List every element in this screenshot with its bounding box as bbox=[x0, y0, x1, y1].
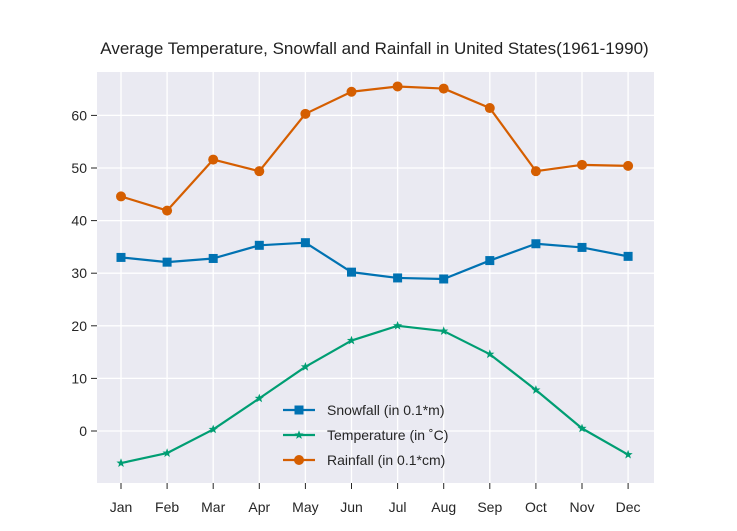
data-point bbox=[254, 166, 265, 177]
series-2 bbox=[116, 81, 634, 216]
data-point bbox=[577, 242, 587, 252]
data-point bbox=[300, 362, 310, 371]
data-point bbox=[530, 166, 541, 177]
data-point bbox=[254, 393, 264, 403]
y-tick-label: 10 bbox=[71, 370, 87, 386]
data-point bbox=[623, 449, 633, 459]
data-point bbox=[162, 448, 172, 457]
data-point bbox=[116, 191, 126, 202]
y-gridlines bbox=[97, 114, 654, 432]
y-tick-label: 20 bbox=[71, 318, 87, 334]
y-tick-label: 40 bbox=[71, 213, 87, 229]
data-point bbox=[346, 335, 357, 345]
x-tick-label: May bbox=[292, 499, 318, 515]
data-point bbox=[485, 256, 495, 266]
x-tick-label: Oct bbox=[525, 499, 547, 515]
legend-label: Snowfall (in 0.1*m) bbox=[327, 402, 445, 418]
x-tick-label: Mar bbox=[201, 499, 225, 515]
data-point bbox=[162, 205, 173, 216]
data-point bbox=[623, 160, 634, 171]
series-line bbox=[120, 241, 629, 281]
data-point bbox=[254, 240, 264, 250]
x-tick-label: Jan bbox=[110, 499, 133, 515]
data-point bbox=[393, 273, 403, 283]
y-tick-label: 30 bbox=[71, 265, 87, 281]
legend: Snowfall (in 0.1*m) Temperature (in ˚C) Ra… bbox=[283, 402, 448, 468]
x-tick-label: Sep bbox=[477, 499, 502, 515]
legend-swatch-marker bbox=[294, 430, 304, 439]
data-point bbox=[300, 238, 310, 248]
x-tick-label: Aug bbox=[431, 499, 456, 515]
series-layer bbox=[116, 81, 634, 467]
data-point bbox=[485, 349, 495, 359]
data-point bbox=[439, 326, 449, 335]
legend-item: Rainfall (in 0.1*cm) bbox=[283, 452, 445, 468]
x-tick-label: Jul bbox=[389, 499, 407, 515]
data-point bbox=[577, 423, 587, 433]
x-gridlines bbox=[120, 72, 629, 483]
data-point bbox=[162, 257, 172, 267]
data-point bbox=[484, 103, 495, 114]
legend-label: Rainfall (in 0.1*cm) bbox=[327, 452, 445, 468]
legend-swatch-marker bbox=[294, 455, 304, 465]
x-tick-label: Feb bbox=[155, 499, 179, 515]
y-tick-label: 50 bbox=[71, 160, 87, 176]
series-line bbox=[120, 85, 629, 212]
series-0 bbox=[116, 238, 633, 284]
data-point bbox=[208, 154, 219, 165]
series-line bbox=[120, 324, 629, 465]
data-point bbox=[392, 81, 403, 92]
data-point bbox=[208, 424, 218, 434]
legend-label: Temperature (in ˚C) bbox=[327, 427, 448, 443]
data-point bbox=[116, 252, 126, 262]
data-point bbox=[577, 159, 587, 170]
data-point bbox=[531, 385, 541, 394]
data-point bbox=[300, 108, 311, 119]
data-point bbox=[208, 253, 218, 263]
data-point bbox=[623, 251, 633, 261]
data-point bbox=[438, 83, 449, 94]
legend-item: Snowfall (in 0.1*m) bbox=[283, 402, 445, 418]
data-point bbox=[531, 239, 541, 249]
data-point bbox=[439, 274, 449, 284]
legend-item: Temperature (in ˚C) bbox=[283, 427, 448, 443]
legend-swatch-marker bbox=[294, 405, 304, 415]
y-axis: 0 10 20 30 40 50 60 bbox=[71, 107, 97, 439]
x-tick-label: Jun bbox=[340, 499, 363, 515]
data-point bbox=[347, 267, 356, 277]
data-point bbox=[393, 321, 403, 330]
data-point bbox=[116, 458, 126, 467]
data-point bbox=[346, 86, 357, 97]
x-axis: Jan Feb Mar Apr May Jun Jul Aug Sep Oct Nov Dec bbox=[110, 483, 641, 515]
x-tick-label: Apr bbox=[248, 499, 270, 515]
y-tick-label: 0 bbox=[79, 423, 87, 439]
x-tick-label: Nov bbox=[570, 499, 595, 515]
series-1 bbox=[116, 321, 633, 467]
plot-area bbox=[97, 72, 654, 483]
x-tick-label: Dec bbox=[616, 499, 641, 515]
chart-title: Average Temperature, Snowfall and Rainfa… bbox=[100, 39, 649, 58]
y-tick-label: 60 bbox=[71, 107, 87, 123]
